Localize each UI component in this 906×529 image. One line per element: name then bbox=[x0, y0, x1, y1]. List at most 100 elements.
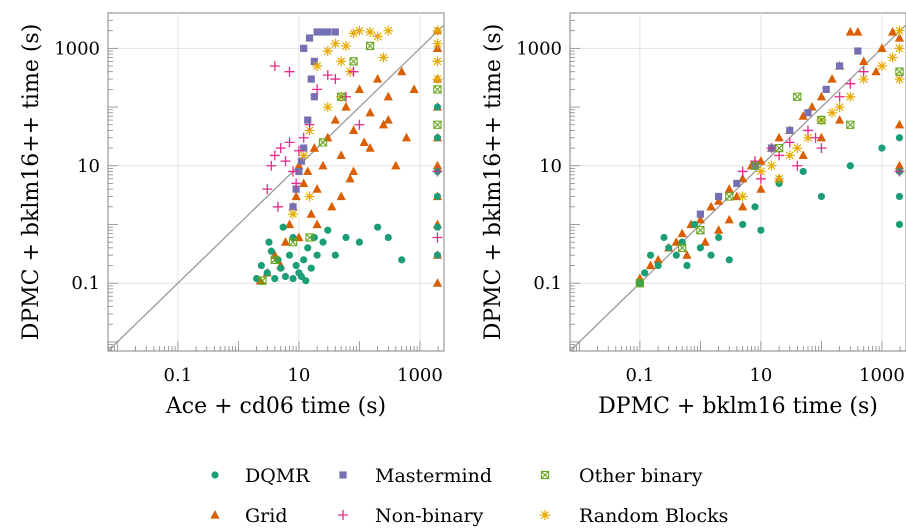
point-grid bbox=[280, 237, 291, 246]
point-mastermind bbox=[804, 109, 812, 117]
point-dqmr bbox=[279, 223, 287, 231]
point-random-blocks bbox=[845, 91, 856, 102]
point-grid bbox=[714, 196, 724, 205]
point-mastermind bbox=[331, 28, 339, 36]
point-mastermind bbox=[300, 44, 308, 52]
point-other-binary bbox=[337, 92, 346, 101]
point-grid bbox=[835, 115, 845, 124]
series-non-binary bbox=[737, 66, 905, 184]
point-dqmr bbox=[799, 167, 807, 176]
point-non-binary bbox=[737, 166, 748, 177]
point-grid bbox=[348, 125, 359, 135]
data-points bbox=[635, 25, 905, 288]
point-dqmr bbox=[665, 244, 673, 252]
legend-marker-grid bbox=[210, 510, 220, 519]
point-other-binary bbox=[696, 226, 705, 235]
point-non-binary bbox=[284, 137, 295, 148]
legend-symbol bbox=[210, 510, 220, 519]
point-random-blocks bbox=[330, 38, 341, 49]
point-grid bbox=[706, 201, 716, 211]
right-scatter-panel: 0.1 10 1000 0.1 10 1000 DPMC + bklm16 time (s… bbox=[481, 12, 906, 419]
x-tick-label: 0.1 bbox=[164, 365, 193, 386]
point-dqmr bbox=[331, 251, 339, 259]
point-mastermind bbox=[307, 75, 315, 83]
legend-label-other-binary: Other binary bbox=[579, 465, 703, 487]
legend-item-other-binary: Other binary bbox=[540, 465, 703, 487]
legend-marker-random-blocks bbox=[540, 510, 550, 520]
point-non-binary bbox=[269, 61, 280, 72]
left-scatter-panel: 0.1 10 1000 0.1 10 1000 Ace + cd06 time (s) D… bbox=[19, 12, 445, 419]
point-grid bbox=[677, 228, 687, 238]
point-random-blocks bbox=[755, 166, 766, 177]
point-other-binary bbox=[793, 92, 802, 101]
point-grid bbox=[432, 160, 443, 170]
legend-item-mastermind: Mastermind bbox=[339, 465, 492, 487]
point-dqmr bbox=[725, 256, 733, 264]
point-random-blocks bbox=[383, 25, 394, 36]
point-dqmr bbox=[292, 261, 300, 270]
point-non-binary bbox=[802, 125, 813, 136]
point-dqmr bbox=[895, 220, 904, 229]
y-tick-label: 1000 bbox=[54, 38, 100, 59]
point-non-binary bbox=[348, 66, 359, 77]
point-non-binary bbox=[291, 178, 302, 189]
point-dqmr bbox=[374, 223, 382, 231]
point-random-blocks bbox=[365, 26, 376, 37]
point-non-binary bbox=[312, 84, 323, 95]
point-other-binary bbox=[349, 57, 358, 66]
y-axis-label: DPMC + bklm16++ time (s) bbox=[481, 24, 506, 341]
point-non-binary bbox=[784, 137, 795, 148]
point-non-binary bbox=[269, 150, 280, 161]
point-non-binary bbox=[304, 119, 315, 130]
point-non-binary bbox=[755, 173, 766, 184]
point-dqmr bbox=[817, 192, 826, 201]
legend-symbol bbox=[540, 510, 550, 520]
point-grid bbox=[306, 209, 316, 218]
point-mastermind bbox=[313, 28, 321, 36]
point-grid bbox=[859, 56, 869, 65]
point-non-binary bbox=[766, 143, 777, 154]
point-grid bbox=[700, 237, 710, 246]
x-tick-label: 10 bbox=[749, 365, 772, 386]
point-mastermind bbox=[324, 28, 332, 36]
point-grid bbox=[695, 214, 705, 224]
point-grid bbox=[401, 132, 412, 142]
point-grid bbox=[816, 132, 827, 142]
point-dqmr bbox=[281, 272, 290, 281]
point-mastermind bbox=[297, 157, 306, 165]
point-dqmr bbox=[319, 238, 327, 246]
point-grid bbox=[877, 43, 887, 52]
legend-marker-dqmr bbox=[211, 471, 219, 479]
legend-marker-other-binary bbox=[540, 470, 550, 480]
legend-marker-mastermind bbox=[339, 471, 347, 479]
point-grid bbox=[312, 219, 322, 229]
plot-area-frame bbox=[107, 12, 445, 352]
point-dqmr bbox=[433, 134, 442, 142]
point-grid bbox=[853, 26, 863, 36]
point-grid bbox=[645, 260, 656, 270]
point-mastermind bbox=[319, 28, 327, 36]
legend: DQMR Mastermind Other binary Grid Non-bi… bbox=[210, 465, 728, 527]
point-non-binary bbox=[266, 160, 277, 171]
point-grid bbox=[354, 84, 365, 93]
point-dqmr bbox=[878, 144, 886, 152]
point-random-blocks bbox=[378, 52, 389, 63]
point-dqmr bbox=[310, 233, 318, 242]
point-random-blocks bbox=[348, 28, 359, 39]
point-dqmr bbox=[313, 251, 321, 259]
point-grid bbox=[756, 184, 766, 193]
point-random-blocks bbox=[304, 191, 315, 202]
point-dqmr bbox=[355, 238, 364, 246]
y-tick-label: 0.1 bbox=[71, 273, 100, 294]
point-dqmr bbox=[683, 261, 691, 270]
point-other-binary bbox=[678, 243, 687, 252]
point-non-binary bbox=[288, 166, 299, 177]
series-other-binary bbox=[635, 67, 904, 288]
point-grid bbox=[845, 26, 855, 36]
point-grid bbox=[327, 201, 337, 211]
x-tick-label: 10 bbox=[287, 365, 310, 386]
point-grid bbox=[887, 26, 898, 36]
point-non-binary bbox=[750, 156, 761, 167]
point-random-blocks bbox=[322, 46, 333, 57]
